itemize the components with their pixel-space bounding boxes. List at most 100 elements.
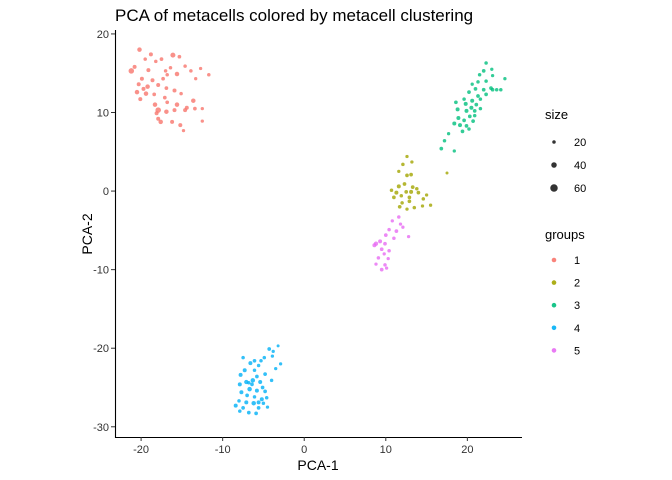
point-group-1-29 [152,92,157,97]
y-tick-label: -20 [93,343,109,355]
size-legend-key-20 [552,140,556,144]
point-group-1-12 [128,68,135,74]
point-group-4-3 [271,349,275,354]
point-group-1-4 [177,54,182,59]
point-group-4-39 [246,410,251,415]
point-group-2-17 [392,195,396,200]
point-group-1-17 [194,77,198,81]
x-tick-label: 0 [301,444,307,456]
point-group-4-26 [239,390,244,395]
point-group-3-36 [467,127,471,131]
point-group-5-4 [394,229,399,233]
point-group-3-32 [458,123,462,128]
x-tick-label: -10 [215,444,231,456]
point-group-4-6 [252,358,257,363]
point-group-1-25 [172,88,177,93]
point-group-1-9 [198,66,203,71]
point-group-5-1 [390,219,394,223]
point-group-1-30 [162,95,167,100]
groups-legend-label-4: 4 [574,323,580,335]
point-group-1-33 [152,102,158,107]
y-axis-title: PCA-2 [79,213,95,254]
point-group-5-17 [383,263,387,267]
point-group-2-13 [404,190,409,194]
point-group-3-22 [469,105,474,110]
point-group-1-49 [181,128,186,133]
point-group-3-6 [476,80,480,84]
point-group-1-8 [168,65,173,70]
point-group-4-0 [276,344,280,348]
point-group-3-24 [464,108,469,113]
point-group-4-10 [274,366,278,371]
point-group-3-13 [499,87,503,92]
point-group-2-21 [400,201,404,205]
groups-legend-label-3: 3 [574,300,580,312]
point-group-4-21 [250,382,254,387]
groups-legend-label-2: 2 [574,278,580,290]
point-group-1-44 [156,116,161,121]
point-group-5-12 [379,247,384,252]
groups-legend-key-2 [551,280,557,285]
point-group-3-9 [473,87,478,91]
x-tick-label: -20 [133,444,149,456]
point-group-1-45 [158,119,163,125]
point-group-4-43 [256,400,261,405]
point-group-3-19 [474,102,479,107]
y-tick-label: 20 [97,29,109,41]
point-group-5-19 [379,267,384,272]
point-group-2-19 [407,195,412,200]
point-group-2-2 [401,162,405,167]
point-group-1-20 [161,76,165,81]
point-group-5-2 [401,225,405,229]
point-group-4-44 [270,354,275,358]
point-group-1-48 [200,119,204,123]
point-group-4-37 [256,406,261,410]
point-group-1-32 [138,97,143,102]
point-group-5-18 [386,256,390,261]
point-group-1-7 [183,64,187,68]
point-group-3-30 [472,113,477,118]
y-tick-label: -30 [93,422,109,434]
point-group-3-1 [481,69,486,73]
point-group-1-34 [165,100,170,105]
point-group-4-8 [278,362,283,366]
plot-area [128,47,507,416]
point-group-4-27 [245,393,249,398]
point-group-1-19 [150,78,155,83]
point-group-3-4 [490,73,495,78]
point-group-5-0 [397,215,401,219]
size-legend-title: size [545,107,568,122]
point-group-5-7 [406,234,411,239]
point-group-3-40 [452,149,456,153]
point-group-1-21 [136,82,141,87]
groups-legend-key-1 [551,257,557,263]
point-group-1-43 [200,106,204,111]
point-group-2-4 [409,172,413,177]
y-tick-label: 0 [103,186,109,198]
point-group-2-7 [396,184,401,189]
point-group-4-22 [260,385,265,390]
point-group-2-24 [420,204,425,208]
point-group-4-2 [267,347,272,351]
point-group-2-22 [407,199,412,204]
point-group-2-5 [397,169,401,174]
point-group-3-5 [503,77,507,81]
point-group-4-42 [247,381,251,385]
point-group-3-15 [476,94,480,98]
point-group-3-8 [470,82,474,86]
point-group-4-7 [248,361,253,366]
point-group-1-23 [156,83,161,87]
point-group-2-12 [394,190,399,195]
point-group-3-27 [456,116,461,120]
point-group-4-40 [254,411,258,416]
point-group-3-10 [481,87,486,92]
point-group-4-15 [263,372,267,376]
point-group-5-11 [372,243,377,248]
point-group-5-6 [392,236,396,240]
point-group-4-38 [265,405,270,409]
point-group-4-25 [263,389,267,394]
point-group-4-18 [258,380,263,384]
size-legend: size 20 40 60 [545,107,586,195]
point-group-3-34 [471,119,475,123]
point-group-2-26 [397,204,402,209]
